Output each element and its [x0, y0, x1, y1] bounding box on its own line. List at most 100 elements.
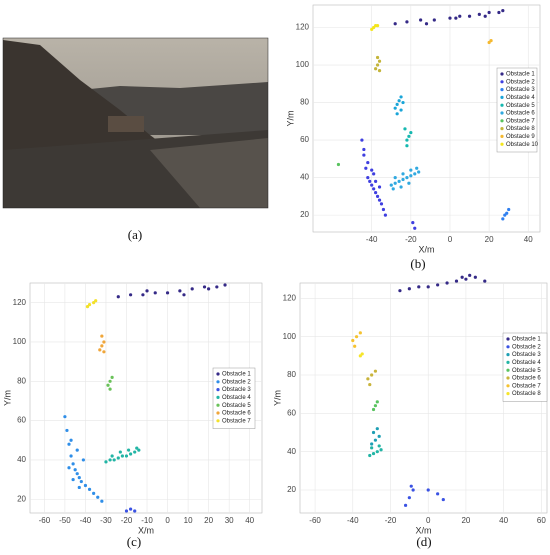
photo [2, 37, 269, 209]
photo-road [150, 138, 268, 208]
legend-box [212, 367, 256, 429]
point [129, 507, 133, 511]
point [403, 503, 408, 507]
point [102, 340, 106, 344]
y-tick-label: 100 [283, 332, 297, 341]
point [417, 170, 421, 174]
point [92, 301, 96, 305]
point [77, 485, 81, 490]
point [426, 488, 430, 492]
point [366, 175, 370, 180]
point [377, 198, 382, 202]
point [441, 497, 445, 502]
point [383, 213, 388, 217]
point [397, 179, 401, 183]
legend-label: Obstacle 3 [506, 87, 535, 93]
point [110, 375, 114, 379]
point [375, 427, 379, 431]
point [426, 285, 430, 289]
legend-label: Obstacle 7 [222, 418, 251, 424]
point [118, 450, 122, 454]
point [368, 179, 372, 183]
point [116, 456, 120, 460]
caption: (b) [410, 256, 425, 271]
legend-marker [216, 388, 220, 392]
point [133, 509, 137, 513]
y-tick-label: 80 [17, 376, 26, 385]
legend-label: Obstacle 2 [506, 79, 535, 85]
point [379, 202, 384, 206]
point [202, 285, 207, 289]
point [85, 304, 90, 309]
y-tick-label: 60 [300, 135, 309, 144]
point [98, 348, 102, 352]
point [370, 168, 374, 172]
y-tick-label: 40 [17, 455, 26, 464]
legend-label: Obstacle 6 [512, 376, 541, 382]
legend-label: Obstacle 4 [222, 395, 251, 401]
point [389, 183, 393, 187]
point [106, 383, 110, 387]
point [468, 273, 472, 277]
legend-marker [500, 72, 504, 76]
legend-label: Obstacle 2 [222, 379, 251, 385]
legend-label: Obstacle 3 [222, 387, 251, 393]
point [73, 468, 77, 472]
point [100, 334, 104, 338]
point [473, 275, 477, 279]
point [409, 174, 413, 178]
point [77, 476, 81, 480]
legend-marker [506, 353, 510, 357]
point [215, 285, 219, 289]
y-tick-label: 20 [17, 494, 26, 503]
point [182, 293, 186, 297]
point [407, 181, 411, 185]
x-axis-label: X/m [138, 525, 154, 535]
point [65, 428, 69, 433]
point [108, 387, 112, 391]
x-axis-label: X/m [415, 525, 431, 535]
point [405, 144, 409, 148]
x-tick-label: 0 [165, 516, 170, 525]
point [75, 448, 79, 452]
point [501, 9, 505, 13]
point [360, 352, 364, 356]
point [102, 350, 106, 354]
x-tick-label: -40 [366, 235, 378, 244]
point [69, 438, 73, 442]
point [397, 99, 401, 103]
point [391, 187, 395, 191]
legend-marker [500, 80, 504, 84]
x-tick-label: 20 [461, 516, 470, 525]
point [372, 187, 376, 191]
y-tick-label: 20 [300, 210, 309, 219]
legend-marker [506, 384, 510, 388]
x-tick-label: 0 [426, 516, 431, 525]
point [371, 430, 376, 435]
point [373, 438, 378, 442]
point [368, 453, 372, 458]
point [67, 466, 71, 470]
legend-label: Obstacle 3 [512, 352, 541, 358]
legend-marker [500, 95, 504, 99]
point [409, 130, 413, 135]
x-tick-label: -60 [39, 516, 51, 525]
point [432, 18, 436, 22]
point [497, 10, 501, 15]
legend-marker [216, 403, 220, 407]
legend-label: Obstacle 10 [506, 142, 539, 148]
point [373, 369, 378, 373]
point [83, 483, 88, 488]
point [223, 283, 227, 287]
x-tick-label: 0 [448, 235, 453, 244]
legend-marker [500, 119, 504, 123]
x-axis-label: X/m [418, 244, 434, 254]
y-tick-label: 60 [17, 416, 26, 425]
point [467, 14, 472, 18]
point [79, 479, 83, 484]
point [124, 509, 129, 513]
point [379, 448, 383, 452]
point [87, 303, 92, 307]
point [445, 281, 449, 285]
legend-box [502, 332, 548, 402]
